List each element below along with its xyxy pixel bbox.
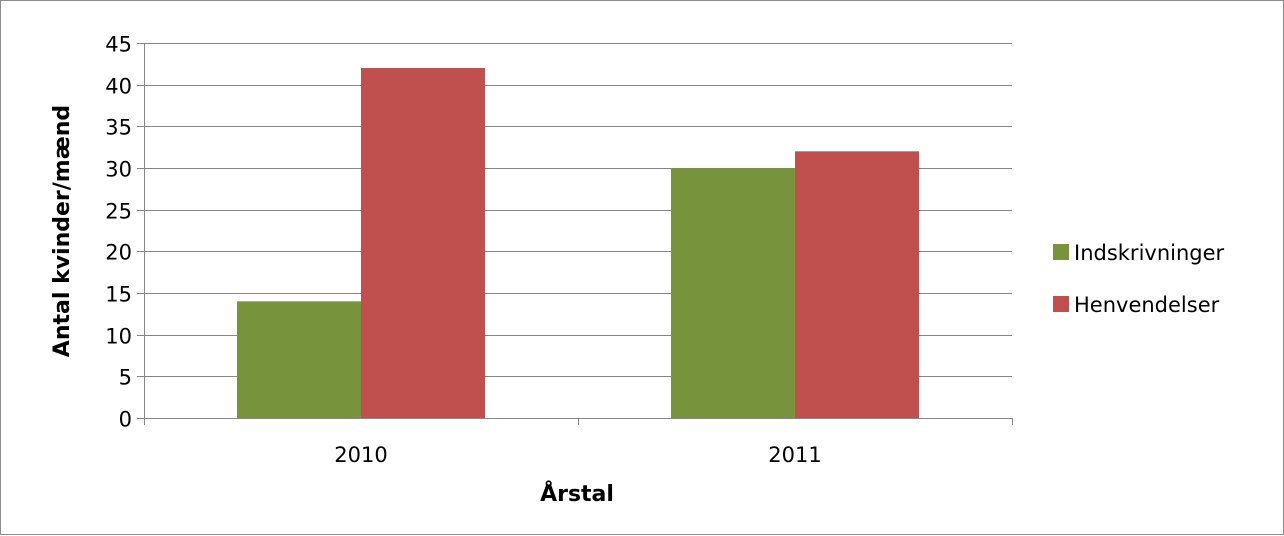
axes: [137, 43, 1013, 425]
y-tick-label: 10: [105, 325, 132, 349]
x-tick-label: 2010: [334, 443, 387, 467]
legend-label-henvendelser: Henvendelser: [1074, 293, 1220, 317]
x-axis-title: Årstal: [540, 481, 614, 507]
y-tick-label: 40: [105, 75, 132, 99]
bars: [237, 68, 919, 419]
y-tick-label: 15: [105, 283, 132, 307]
bar-indskrivninger-2011: [671, 168, 795, 418]
y-tick-label: 0: [119, 408, 132, 432]
y-tick-label: 20: [105, 241, 132, 265]
y-axis-title: Antal kvinder/mænd: [50, 105, 75, 357]
legend-label-indskrivninger: Indskrivninger: [1074, 241, 1225, 265]
bar-henvendelser-2010: [361, 68, 485, 418]
x-tick-label: 2011: [768, 443, 821, 467]
y-tick-label: 25: [105, 200, 132, 224]
legend-swatch-indskrivninger: [1053, 244, 1069, 260]
y-tick-label: 45: [105, 33, 132, 57]
y-tick-label: 30: [105, 158, 132, 182]
legend: Indskrivninger Henvendelser: [1053, 241, 1225, 317]
bar-henvendelser-2011: [795, 151, 919, 419]
bar-indskrivninger-2010: [237, 301, 361, 418]
legend-swatch-henvendelser: [1053, 296, 1069, 312]
tick-labels: 0 5 10 15 20 25 30 35 40 45 2010 2011: [105, 33, 821, 468]
y-tick-label: 5: [119, 366, 132, 390]
y-tick-label: 35: [105, 116, 132, 140]
